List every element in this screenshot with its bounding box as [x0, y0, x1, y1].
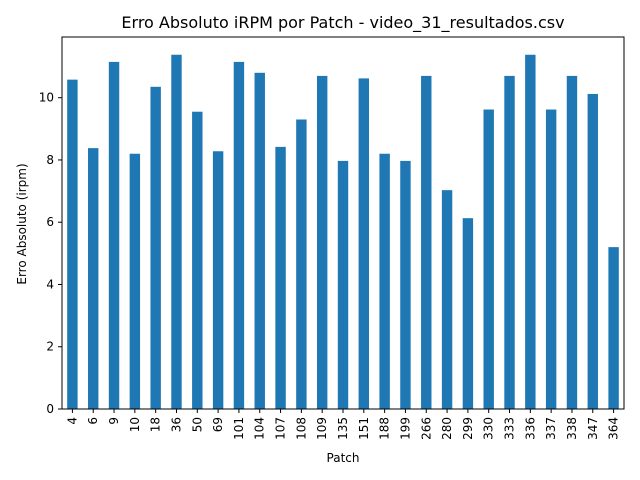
bar-299: [462, 218, 474, 409]
y-tick-label-4: 4: [46, 277, 54, 291]
bar-109: [316, 75, 328, 409]
x-tick-label-50: 50: [190, 417, 204, 432]
bars-group: [67, 54, 619, 410]
x-tick-label-36: 36: [169, 417, 183, 432]
bar-151: [358, 78, 370, 410]
x-tick-label-69: 69: [211, 417, 225, 432]
x-tick-label-280: 280: [440, 417, 454, 440]
x-tick-label-330: 330: [482, 417, 496, 440]
x-tick-label-266: 266: [419, 417, 433, 440]
bar-36: [171, 54, 182, 410]
bar-9: [108, 61, 120, 410]
x-tick-label-336: 336: [523, 417, 537, 440]
y-tick-label-6: 6: [46, 215, 54, 229]
bar-333: [504, 75, 515, 409]
axes-frame: [61, 36, 625, 410]
bar-6: [88, 148, 99, 409]
x-tick-label-188: 188: [378, 417, 392, 440]
x-tick-label-333: 333: [503, 417, 517, 440]
x-tick-label-109: 109: [315, 417, 329, 440]
x-tick-label-108: 108: [294, 417, 308, 440]
bar-199: [400, 160, 411, 409]
y-tick-label-2: 2: [46, 340, 54, 354]
bar-135: [337, 160, 349, 409]
bar-104: [254, 72, 265, 410]
bar-280: [441, 190, 453, 409]
y-axis-label: Erro Absoluto (irpm): [15, 163, 29, 284]
x-tick-label-199: 199: [398, 417, 412, 440]
y-tick-label-8: 8: [46, 153, 54, 167]
x-axis-label: Patch: [327, 451, 360, 465]
bar-69: [212, 151, 224, 409]
bar-10: [129, 153, 141, 409]
bar-107: [275, 146, 286, 409]
bar-50: [192, 111, 203, 410]
bar-18: [150, 86, 161, 409]
x-tick-label-10: 10: [128, 417, 142, 432]
x-tick-label-151: 151: [357, 417, 371, 440]
bar-337: [545, 109, 557, 409]
bar-266: [421, 75, 432, 409]
x-tick-label-337: 337: [544, 417, 558, 440]
y-axis-ticks: 0 2 4 6 8 10: [39, 91, 62, 416]
bar-330: [483, 109, 494, 409]
x-tick-label-101: 101: [232, 417, 246, 440]
bar-101: [233, 61, 245, 410]
x-tick-label-6: 6: [86, 417, 100, 425]
x-tick-label-18: 18: [149, 417, 163, 432]
bar-338: [566, 75, 578, 409]
x-tick-label-299: 299: [461, 417, 475, 440]
bar-108: [296, 119, 307, 410]
x-tick-label-104: 104: [253, 417, 267, 440]
x-tick-label-338: 338: [565, 417, 579, 440]
chart-title: Erro Absoluto iRPM por Patch - video_31_…: [121, 13, 564, 33]
x-axis-ticks: 4 6 9 10 18 36 50 69 101 104 107 108 109 135 151 188 199…: [65, 409, 621, 440]
x-tick-label-9: 9: [107, 417, 121, 425]
y-tick-label-0: 0: [46, 402, 54, 416]
plot-frame: [61, 36, 625, 410]
y-tick-label-10: 10: [39, 91, 54, 105]
x-tick-label-347: 347: [586, 417, 600, 440]
bar-364: [608, 247, 619, 409]
x-tick-label-107: 107: [274, 417, 288, 440]
bar-188: [379, 153, 390, 409]
bar-4: [67, 79, 78, 410]
x-tick-label-364: 364: [607, 417, 621, 440]
x-tick-label-4: 4: [65, 417, 79, 425]
x-tick-label-135: 135: [336, 417, 350, 440]
bar-347: [587, 93, 598, 409]
bar-336: [525, 54, 536, 410]
